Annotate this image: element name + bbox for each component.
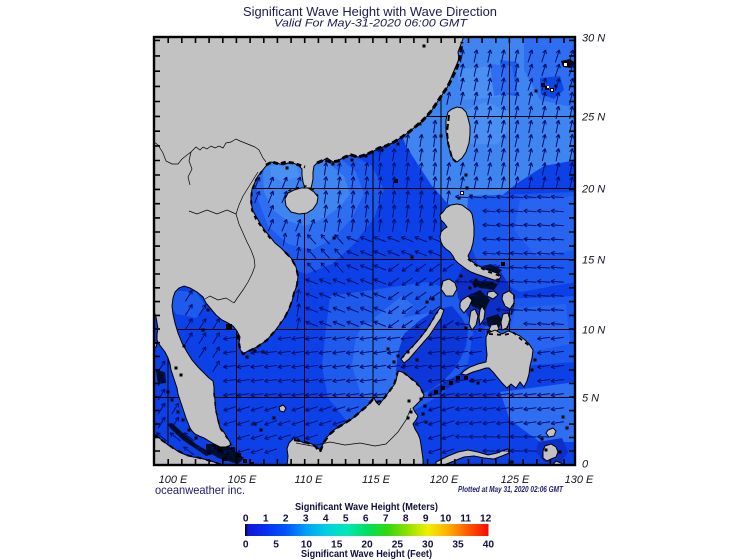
svg-text:25 N: 25 N (581, 111, 605, 123)
svg-text:7: 7 (383, 514, 389, 525)
svg-text:40: 40 (483, 540, 495, 551)
svg-text:8: 8 (403, 514, 409, 525)
svg-text:115 E: 115 E (362, 474, 391, 486)
svg-text:0: 0 (243, 540, 249, 551)
svg-text:4: 4 (323, 514, 329, 525)
svg-text:5 N: 5 N (582, 392, 599, 404)
svg-text:10: 10 (301, 540, 313, 551)
svg-text:3: 3 (303, 514, 309, 525)
svg-text:Significant Wave Height (Meter: Significant Wave Height (Meters) (295, 502, 438, 513)
svg-text:20 N: 20 N (581, 184, 605, 196)
svg-text:30: 30 (422, 540, 434, 551)
svg-text:125 E: 125 E (501, 474, 530, 486)
svg-text:oceanweather inc.: oceanweather inc. (155, 484, 245, 497)
svg-text:30 N: 30 N (582, 33, 605, 45)
svg-text:130 E: 130 E (565, 474, 594, 486)
svg-text:11: 11 (460, 514, 471, 525)
svg-text:20: 20 (361, 540, 373, 551)
svg-text:12: 12 (480, 514, 492, 525)
svg-text:35: 35 (452, 540, 464, 551)
svg-text:Significant Wave Height with W: Significant Wave Height with Wave Direct… (243, 5, 497, 19)
svg-text:120 E: 120 E (430, 474, 459, 486)
svg-text:5: 5 (273, 540, 279, 551)
svg-text:2: 2 (283, 514, 289, 525)
svg-text:15: 15 (331, 540, 343, 551)
svg-text:5: 5 (343, 514, 349, 525)
svg-text:105 E: 105 E (228, 474, 257, 486)
svg-text:15 N: 15 N (582, 255, 605, 267)
svg-text:100 E: 100 E (159, 474, 188, 486)
svg-text:0: 0 (582, 459, 589, 471)
svg-text:0: 0 (243, 514, 249, 525)
svg-text:Valid For May-31-2020 06:00 GM: Valid For May-31-2020 06:00 GMT (274, 18, 468, 30)
svg-text:6: 6 (363, 514, 369, 525)
svg-text:25: 25 (392, 540, 404, 551)
svg-text:1: 1 (263, 514, 269, 525)
svg-text:Plotted at May 31, 2020 02:06: Plotted at May 31, 2020 02:06 GMT (458, 484, 564, 494)
svg-text:Significant Wave Height (Feet): Significant Wave Height (Feet) (301, 549, 432, 560)
svg-text:9: 9 (423, 514, 429, 525)
svg-text:10 N: 10 N (582, 325, 605, 337)
svg-text:110 E: 110 E (295, 474, 324, 486)
svg-text:10: 10 (440, 514, 452, 525)
